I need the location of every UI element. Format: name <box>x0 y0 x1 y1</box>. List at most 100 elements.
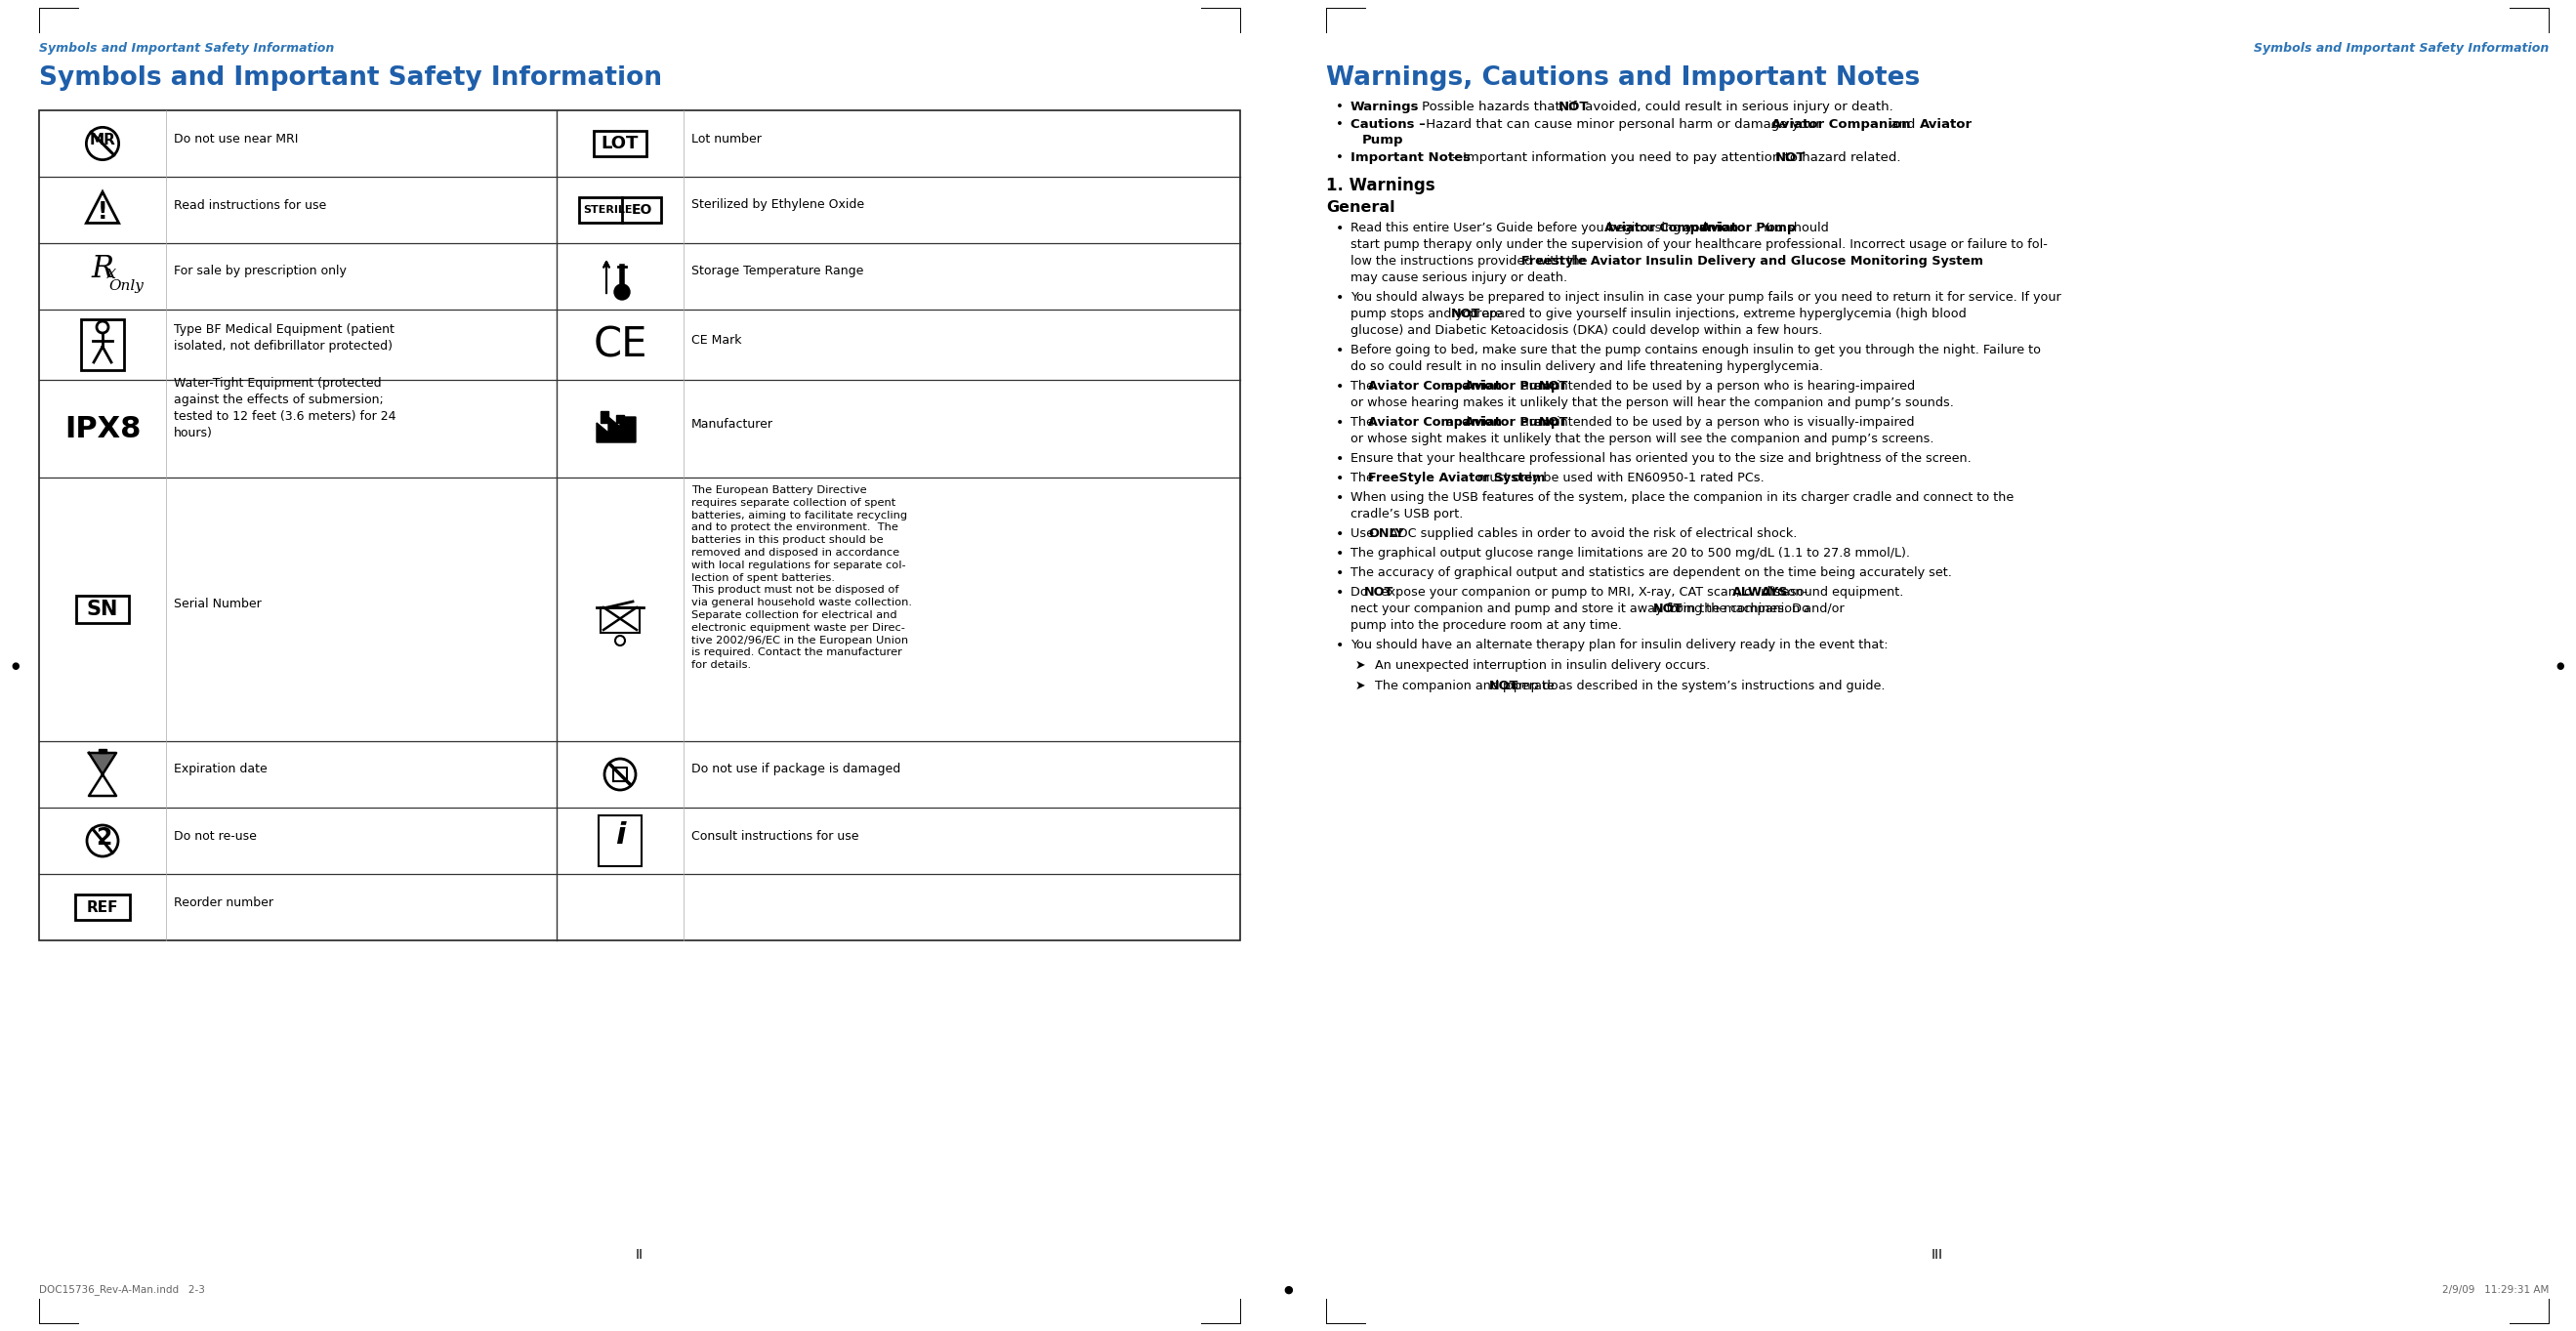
Circle shape <box>613 284 631 299</box>
FancyBboxPatch shape <box>592 130 647 156</box>
Text: Sterilized by Ethylene Oxide: Sterilized by Ethylene Oxide <box>690 198 866 212</box>
Text: Before going to bed, make sure that the pump contains enough insulin to get you : Before going to bed, make sure that the … <box>1350 343 2040 357</box>
Bar <box>98 749 106 753</box>
Text: prepared to give yourself insulin injections, extreme hyperglycemia (high blood: prepared to give yourself insulin inject… <box>1466 307 1965 321</box>
Text: The: The <box>1350 471 1378 484</box>
Text: or whose hearing makes it unlikely that the person will hear the companion and p: or whose hearing makes it unlikely that … <box>1350 397 1953 409</box>
Text: MR: MR <box>90 133 116 148</box>
Text: or whose sight makes it unlikely that the person will see the companion and pump: or whose sight makes it unlikely that th… <box>1350 433 1935 446</box>
Bar <box>616 415 623 423</box>
Text: Do not re-use: Do not re-use <box>173 829 258 843</box>
Text: Reorder number: Reorder number <box>173 896 273 909</box>
Text: The: The <box>1350 379 1378 393</box>
Text: glucose) and Diabetic Ketoacidosis (DKA) could develop within a few hours.: glucose) and Diabetic Ketoacidosis (DKA)… <box>1350 325 1821 337</box>
Text: Warnings, Cautions and Important Notes: Warnings, Cautions and Important Notes <box>1327 65 1919 91</box>
Text: expose your companion or pump to MRI, X-ray, CAT scan, or ultrasound equipment.: expose your companion or pump to MRI, X-… <box>1376 586 1906 599</box>
Text: SN: SN <box>88 599 118 619</box>
Text: •: • <box>1337 101 1345 113</box>
Text: General: General <box>1327 200 1396 214</box>
Text: Aviator Companion: Aviator Companion <box>1368 417 1502 429</box>
Bar <box>600 607 639 632</box>
Text: •: • <box>1337 471 1345 486</box>
Text: Ensure that your healthcare professional has oriented you to the size and bright: Ensure that your healthcare professional… <box>1350 453 1971 465</box>
Text: intended to be used by a person who is visually-impaired: intended to be used by a person who is v… <box>1553 417 1914 429</box>
Text: ●: ● <box>2555 662 2566 671</box>
Text: NOT: NOT <box>1538 417 1569 429</box>
Text: and: and <box>1443 379 1473 393</box>
Text: REF: REF <box>88 900 118 914</box>
Text: NOT: NOT <box>1489 680 1520 692</box>
Text: 2/9/09   11:29:31 AM: 2/9/09 11:29:31 AM <box>2442 1286 2548 1295</box>
Polygon shape <box>598 417 636 442</box>
Text: pump stops and you are: pump stops and you are <box>1350 307 1507 321</box>
Text: Water-Tight Equipment (protected
against the effects of submersion;
tested to 12: Water-Tight Equipment (protected against… <box>173 377 397 439</box>
Text: The: The <box>1350 417 1378 429</box>
Text: Do not use near MRI: Do not use near MRI <box>173 132 299 145</box>
Text: CE: CE <box>592 325 647 365</box>
Text: •: • <box>1337 379 1345 394</box>
Text: are: are <box>1517 417 1546 429</box>
Text: hazard related.: hazard related. <box>1798 152 1901 164</box>
Text: •: • <box>1337 222 1345 236</box>
Text: CE Mark: CE Mark <box>690 334 742 346</box>
Text: Symbols and Important Safety Information: Symbols and Important Safety Information <box>39 65 662 91</box>
Text: cradle’s USB port.: cradle’s USB port. <box>1350 508 1463 520</box>
Text: ALWAYS: ALWAYS <box>1731 586 1788 599</box>
Text: 1. Warnings: 1. Warnings <box>1327 177 1435 194</box>
Text: discon-: discon- <box>1759 586 1808 599</box>
Text: You should have an alternate therapy plan for insulin delivery ready in the even: You should have an alternate therapy pla… <box>1350 639 1888 651</box>
Text: Aviator Pump: Aviator Pump <box>1466 417 1558 429</box>
Text: II: II <box>636 1248 644 1262</box>
Text: FreeStyle Aviator System: FreeStyle Aviator System <box>1368 471 1546 484</box>
Text: are: are <box>1517 379 1546 393</box>
Text: must only be used with EN60950-1 rated PCs.: must only be used with EN60950-1 rated P… <box>1473 471 1765 484</box>
Text: Only: Only <box>108 280 144 293</box>
Text: •: • <box>1337 639 1345 652</box>
Text: Type BF Medical Equipment (patient
isolated, not defibrillator protected): Type BF Medical Equipment (patient isola… <box>173 323 394 353</box>
Text: .: . <box>1388 134 1391 146</box>
Text: DOC15736_Rev-A-Man.indd   2-3: DOC15736_Rev-A-Man.indd 2-3 <box>39 1284 206 1295</box>
Text: Hazard that can cause minor personal harm or damage your: Hazard that can cause minor personal har… <box>1422 118 1824 130</box>
Text: Expiration date: Expiration date <box>173 763 268 776</box>
Text: ●: ● <box>1283 1286 1293 1295</box>
Text: •: • <box>1337 453 1345 466</box>
Text: The companion and pump do: The companion and pump do <box>1376 680 1561 692</box>
Text: NOT: NOT <box>1558 101 1589 113</box>
Text: •: • <box>1337 527 1345 540</box>
Text: and: and <box>1443 417 1473 429</box>
Text: start pump therapy only under the supervision of your healthcare professional. I: start pump therapy only under the superv… <box>1350 238 2048 252</box>
Text: nect your companion and pump and store it away from the machines. Do: nect your companion and pump and store i… <box>1350 603 1814 615</box>
Text: III: III <box>1932 1248 1942 1262</box>
Text: NOT: NOT <box>1654 603 1682 615</box>
Text: !: ! <box>98 200 108 224</box>
Text: – Possible hazards that, if: – Possible hazards that, if <box>1406 101 1582 113</box>
Text: x: x <box>106 265 116 282</box>
Text: avoided, could result in serious injury or death.: avoided, could result in serious injury … <box>1582 101 1893 113</box>
Text: EO: EO <box>631 204 652 217</box>
Text: and: and <box>1680 222 1710 234</box>
Text: Important Notes: Important Notes <box>1350 152 1471 164</box>
Text: LOT: LOT <box>600 134 639 152</box>
Text: The accuracy of graphical output and statistics are dependent on the time being : The accuracy of graphical output and sta… <box>1350 567 1953 579</box>
Text: Read this entire User’s Guide before you begin using your: Read this entire User’s Guide before you… <box>1350 222 1716 234</box>
Text: i: i <box>616 821 626 851</box>
Text: •: • <box>1337 152 1345 164</box>
Text: . You should: . You should <box>1754 222 1829 234</box>
Text: ➤: ➤ <box>1355 680 1365 692</box>
Text: Aviator Companion: Aviator Companion <box>1605 222 1739 234</box>
Text: •: • <box>1337 417 1345 430</box>
FancyBboxPatch shape <box>80 319 124 370</box>
Text: You should always be prepared to inject insulin in case your pump fails or you n: You should always be prepared to inject … <box>1350 291 2061 303</box>
Text: low the instructions provided with the: low the instructions provided with the <box>1350 254 1592 268</box>
Text: Use: Use <box>1350 527 1378 540</box>
Text: Consult instructions for use: Consult instructions for use <box>690 829 858 843</box>
Text: Cautions –: Cautions – <box>1350 118 1425 130</box>
Text: Warnings: Warnings <box>1350 101 1419 113</box>
Text: Freestyle Aviator Insulin Delivery and Glucose Monitoring System: Freestyle Aviator Insulin Delivery and G… <box>1522 254 1984 268</box>
Text: Aviator Companion: Aviator Companion <box>1368 379 1502 393</box>
Text: NOT: NOT <box>1775 152 1806 164</box>
Text: may cause serious injury or death.: may cause serious injury or death. <box>1350 272 1566 284</box>
Text: An unexpected interruption in insulin delivery occurs.: An unexpected interruption in insulin de… <box>1376 659 1710 672</box>
Text: Lot number: Lot number <box>690 132 762 145</box>
Bar <box>600 411 608 423</box>
